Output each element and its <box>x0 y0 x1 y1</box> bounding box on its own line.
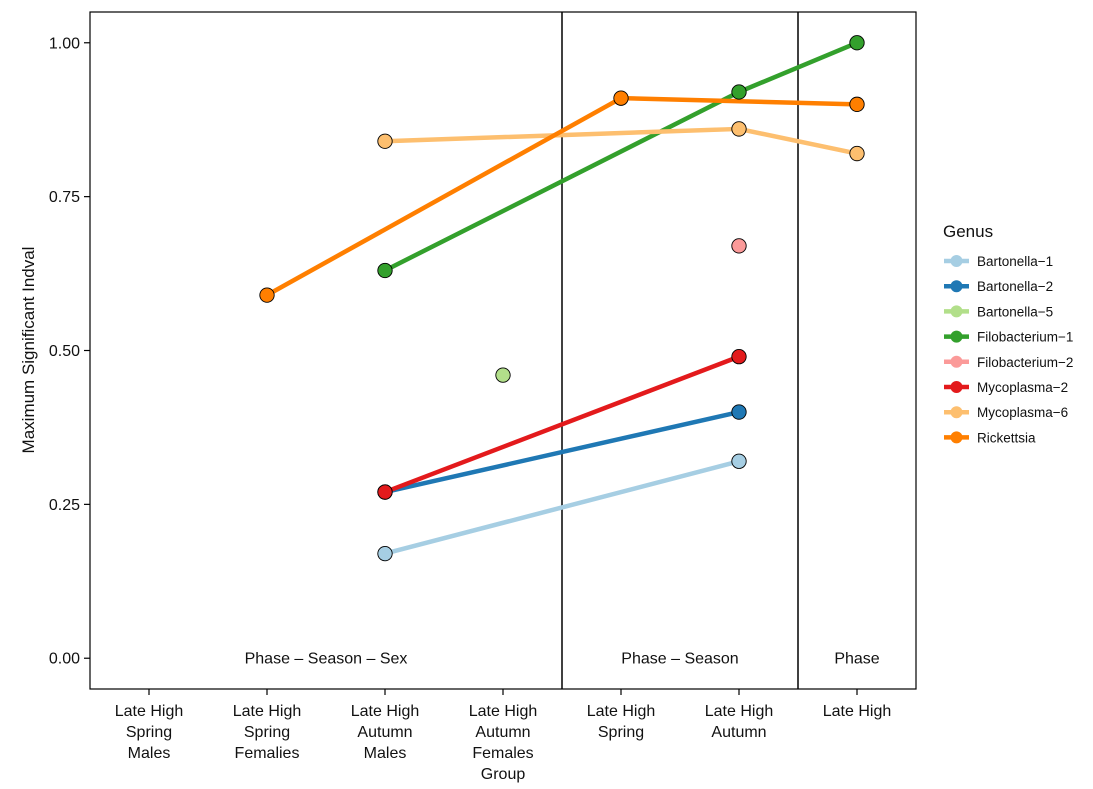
legend-swatch-point <box>951 255 963 267</box>
y-axis: 0.00 0.25 0.50 0.75 1.00 <box>49 35 90 667</box>
x-tick-label: Late High Autumn <box>705 703 774 741</box>
y-axis-title: Maximum Significant Indval <box>19 247 38 454</box>
x-tick-label-line: Late High <box>823 703 892 720</box>
x-tick-label: Late High Autumn Females Group <box>469 703 538 783</box>
legend-label: Bartonella−1 <box>977 254 1053 269</box>
data-point <box>732 122 746 136</box>
x-tick-label-line: Late High <box>115 703 184 720</box>
y-tick-label: 1.00 <box>49 35 80 52</box>
x-axis: Late High Spring Males Late High Spring Femal… <box>115 689 892 783</box>
x-tick-label-line: Autumn <box>475 724 530 741</box>
legend-title: Genus <box>943 222 993 241</box>
data-point <box>732 405 746 419</box>
data-point <box>378 263 392 277</box>
x-tick-label-line: Spring <box>598 724 644 741</box>
y-tick-label: 0.75 <box>49 189 80 206</box>
legend-swatch-point <box>951 431 963 443</box>
legend-label: Mycoplasma−6 <box>977 405 1068 420</box>
legend-swatch-point <box>951 305 963 317</box>
legend-swatch-point <box>951 356 963 368</box>
legend-label: Bartonella−5 <box>977 304 1053 319</box>
data-point <box>732 349 746 363</box>
data-point <box>378 134 392 148</box>
legend-label: Filobacterium−2 <box>977 355 1073 370</box>
x-tick-label-line: Males <box>364 745 407 762</box>
data-point <box>732 454 746 468</box>
data-point <box>850 97 864 111</box>
data-point <box>732 239 746 253</box>
y-tick-label: 0.00 <box>49 651 80 668</box>
region-label: Phase <box>834 651 879 668</box>
x-tick-label: Late High Spring Males <box>115 703 184 762</box>
legend-swatch-point <box>951 280 963 292</box>
region-label: Phase – Season – Sex <box>245 651 408 668</box>
x-tick-label-line: Spring <box>126 724 172 741</box>
x-tick-label: Late High <box>823 703 892 720</box>
legend-swatch-point <box>951 381 963 393</box>
data-point <box>614 91 628 105</box>
legend: Genus Bartonella−1Bartonella−2Bartonella… <box>943 222 1073 445</box>
x-tick-label-line: Femalies <box>235 745 300 762</box>
legend-swatch-point <box>951 406 963 418</box>
data-point <box>850 36 864 50</box>
x-tick-label: Late High Autumn Males <box>351 703 420 762</box>
legend-label: Filobacterium−1 <box>977 330 1073 345</box>
y-tick-label: 0.50 <box>49 343 80 360</box>
legend-swatch-point <box>951 331 963 343</box>
data-point <box>732 85 746 99</box>
legend-items: Bartonella−1 Bartonella−2 Bartonella−5 Filo… <box>944 254 1073 445</box>
plot-panel <box>90 12 916 689</box>
data-point <box>378 546 392 560</box>
x-tick-label-line: Late High <box>587 703 656 720</box>
x-tick-label-line: Autumn <box>357 724 412 741</box>
legend-label: Mycoplasma−2 <box>977 380 1068 395</box>
data-point <box>260 288 274 302</box>
x-tick-label: Late High Spring Femalies <box>233 703 302 762</box>
x-tick-label-line: Late High <box>705 703 774 720</box>
y-tick-label: 0.25 <box>49 497 80 514</box>
x-tick-label-line: Females <box>472 745 533 762</box>
data-point <box>496 368 510 382</box>
data-point <box>850 146 864 160</box>
x-tick-label-line: Autumn <box>711 724 766 741</box>
data-point <box>378 485 392 499</box>
x-tick-label-line: Late High <box>351 703 420 720</box>
x-tick-label-line: Spring <box>244 724 290 741</box>
legend-label: Bartonella−2 <box>977 279 1053 294</box>
x-tick-label-line: Group <box>481 766 526 783</box>
legend-label: Rickettsia <box>977 430 1036 445</box>
x-tick-label-line: Late High <box>469 703 538 720</box>
x-tick-label-line: Late High <box>233 703 302 720</box>
region-label: Phase – Season <box>621 651 738 668</box>
x-tick-label: Late High Spring <box>587 703 656 741</box>
x-tick-label-line: Males <box>128 745 171 762</box>
